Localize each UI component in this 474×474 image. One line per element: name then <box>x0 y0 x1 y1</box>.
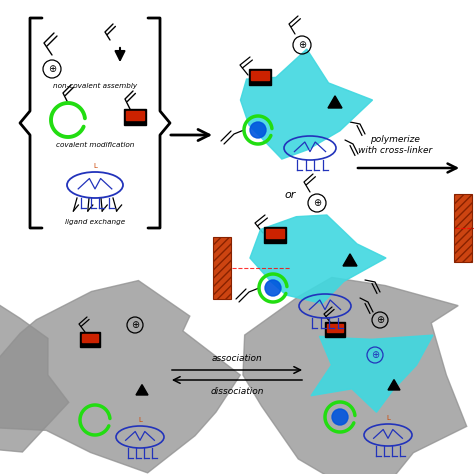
Bar <box>454 194 472 262</box>
Polygon shape <box>250 215 386 303</box>
Bar <box>126 111 144 120</box>
Polygon shape <box>0 298 69 452</box>
Text: polymerize
with cross-linker: polymerize with cross-linker <box>358 135 432 155</box>
Circle shape <box>250 122 266 138</box>
Polygon shape <box>328 96 342 108</box>
Circle shape <box>332 409 348 425</box>
Polygon shape <box>311 335 433 412</box>
Text: non-covalent assembly: non-covalent assembly <box>53 83 137 89</box>
Text: ⊕: ⊕ <box>48 64 56 74</box>
Text: ligand exchange: ligand exchange <box>65 219 125 225</box>
Bar <box>124 109 146 125</box>
Text: L: L <box>93 163 97 169</box>
Text: covalent modification: covalent modification <box>56 142 134 148</box>
Bar <box>213 237 231 299</box>
Text: association: association <box>211 354 263 363</box>
Bar <box>82 334 98 342</box>
Polygon shape <box>343 254 357 266</box>
Bar <box>325 322 345 337</box>
Bar <box>249 69 271 85</box>
Text: dissociation: dissociation <box>210 387 264 396</box>
Polygon shape <box>136 384 148 395</box>
Bar <box>266 229 284 238</box>
Text: ⊕: ⊕ <box>313 198 321 208</box>
Text: L: L <box>138 417 142 423</box>
Bar <box>80 332 100 347</box>
Circle shape <box>265 280 281 296</box>
Text: ⊕: ⊕ <box>298 40 306 50</box>
Text: or: or <box>284 190 296 200</box>
Text: ⊕: ⊕ <box>371 350 379 360</box>
Text: ⊕: ⊕ <box>376 315 384 325</box>
Polygon shape <box>240 49 373 159</box>
Bar <box>251 71 269 80</box>
Polygon shape <box>0 281 240 473</box>
Polygon shape <box>243 277 467 474</box>
Text: ⊕: ⊕ <box>131 320 139 330</box>
Bar <box>264 227 286 243</box>
Bar <box>327 324 343 332</box>
Polygon shape <box>388 380 400 390</box>
Text: L: L <box>386 415 390 421</box>
